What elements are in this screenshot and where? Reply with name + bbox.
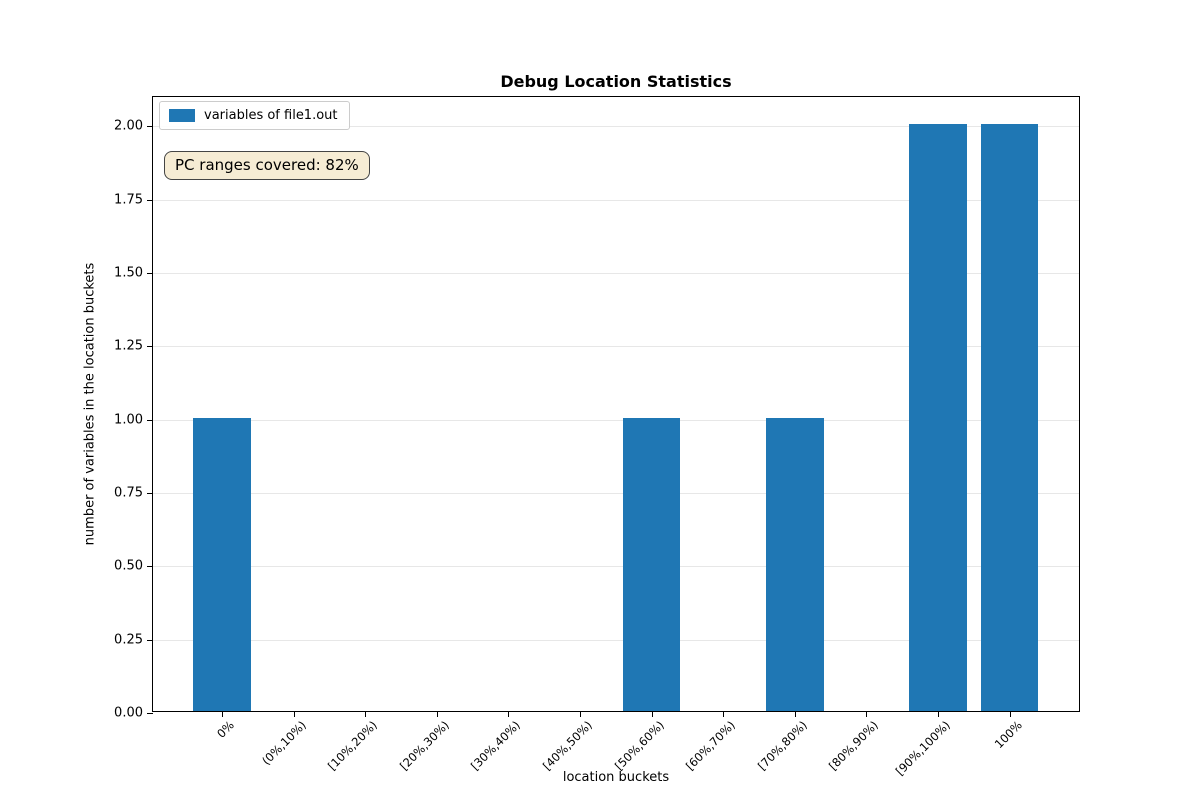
bar-11 <box>980 124 1039 711</box>
y-tick-mark <box>147 273 153 274</box>
gridline <box>153 346 1079 348</box>
legend: variables of file1.out <box>159 101 350 130</box>
y-tick-label: 0.25 <box>114 632 143 648</box>
y-tick-label: 1.50 <box>114 265 143 281</box>
x-tick-label: [80%,90%) <box>826 718 882 773</box>
x-tick-mark <box>436 711 438 717</box>
x-tick-mark <box>222 711 223 717</box>
x-tick-label: [60%,70%) <box>683 718 739 773</box>
y-tick-label: 0.50 <box>114 558 143 574</box>
x-tick-label: [40%,50%) <box>539 718 595 773</box>
x-tick-label: 0% <box>214 718 237 741</box>
x-tick-mark <box>508 711 510 717</box>
bar-8 <box>766 417 824 711</box>
y-tick-mark <box>147 199 153 201</box>
x-tick-label: (0%,10%) <box>258 718 309 768</box>
gridline <box>153 126 1079 128</box>
y-tick-mark <box>147 493 153 494</box>
y-tick-label: 0.00 <box>114 705 143 721</box>
plot-area: variables of file1.out PC ranges covered… <box>114 96 1080 778</box>
x-tick-mark <box>651 711 653 717</box>
x-tick-mark <box>938 711 939 717</box>
x-tick-label: [70%,80%) <box>754 718 810 773</box>
gridline <box>153 199 1079 201</box>
x-tick-mark <box>794 711 796 717</box>
annotation-box: PC ranges covered: 82% <box>164 151 370 180</box>
y-tick-label: 1.25 <box>114 338 143 354</box>
x-tick-label: [10%,20%) <box>325 718 381 773</box>
y-tick-label: 0.75 <box>114 485 143 501</box>
x-tick-mark <box>866 711 868 717</box>
x-tick-label: [20%,30%) <box>396 718 452 773</box>
bar-10 <box>909 124 967 711</box>
y-tick-mark <box>147 639 153 641</box>
x-tick-label: [30%,40%) <box>468 718 524 773</box>
y-tick-mark <box>147 566 153 568</box>
y-tick-label: 2.00 <box>114 118 143 134</box>
legend-label: variables of file1.out <box>204 108 338 123</box>
y-tick-mark <box>147 346 153 348</box>
x-tick-mark <box>1009 711 1011 717</box>
bar-6 <box>622 417 681 711</box>
gridline <box>153 566 1079 568</box>
gridline <box>153 419 1079 421</box>
gridline <box>153 273 1079 274</box>
x-tick-mark <box>293 711 295 717</box>
chart-title: Debug Location Statistics <box>500 72 732 91</box>
y-tick-label: 1.75 <box>114 192 143 208</box>
y-tick-mark <box>147 126 153 128</box>
y-tick-label: 1.00 <box>114 412 143 428</box>
gridline <box>153 493 1079 494</box>
x-tick-label: 100% <box>991 718 1025 752</box>
x-tick-mark <box>365 711 367 717</box>
y-tick-mark <box>147 419 153 421</box>
legend-swatch-icon <box>169 109 195 122</box>
x-axis-label: location buckets <box>562 770 670 785</box>
x-tick-mark <box>723 711 725 717</box>
x-tick-mark <box>580 711 581 717</box>
gridline <box>153 639 1079 641</box>
y-axis-label: number of variables in the location buck… <box>82 262 98 546</box>
bar-0 <box>193 417 251 711</box>
y-tick-mark <box>147 713 153 714</box>
x-tick-label: [50%,60%) <box>611 718 667 773</box>
